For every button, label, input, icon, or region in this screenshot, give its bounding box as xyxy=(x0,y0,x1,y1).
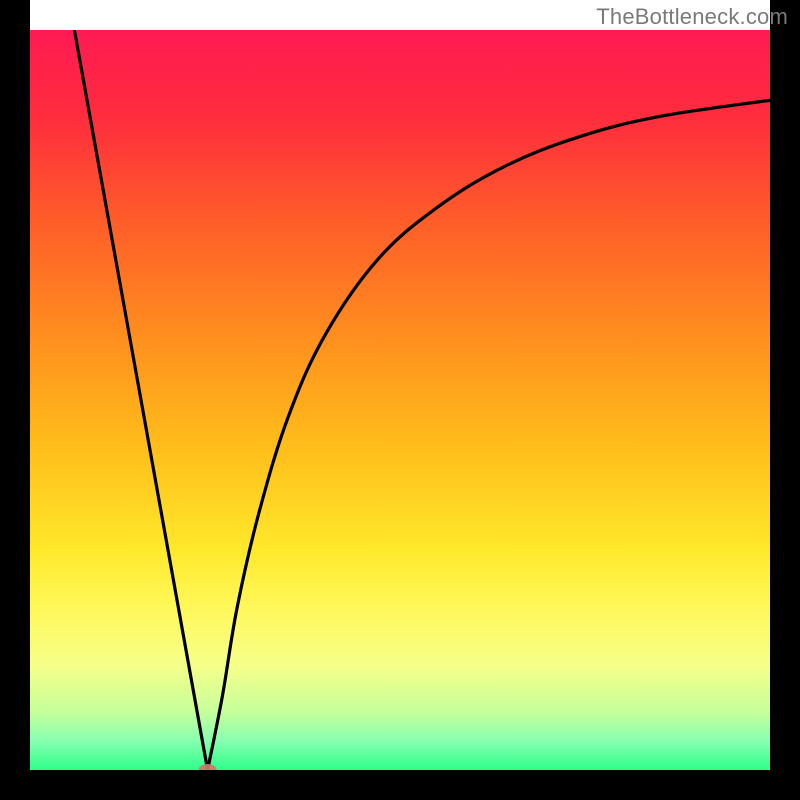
frame-border-bottom xyxy=(0,770,800,800)
frame-border-left xyxy=(0,0,30,800)
chart-svg xyxy=(0,0,800,800)
attribution-label: TheBottleneck.com xyxy=(596,4,788,30)
chart-container: TheBottleneck.com xyxy=(0,0,800,800)
frame-border-right xyxy=(770,0,800,800)
